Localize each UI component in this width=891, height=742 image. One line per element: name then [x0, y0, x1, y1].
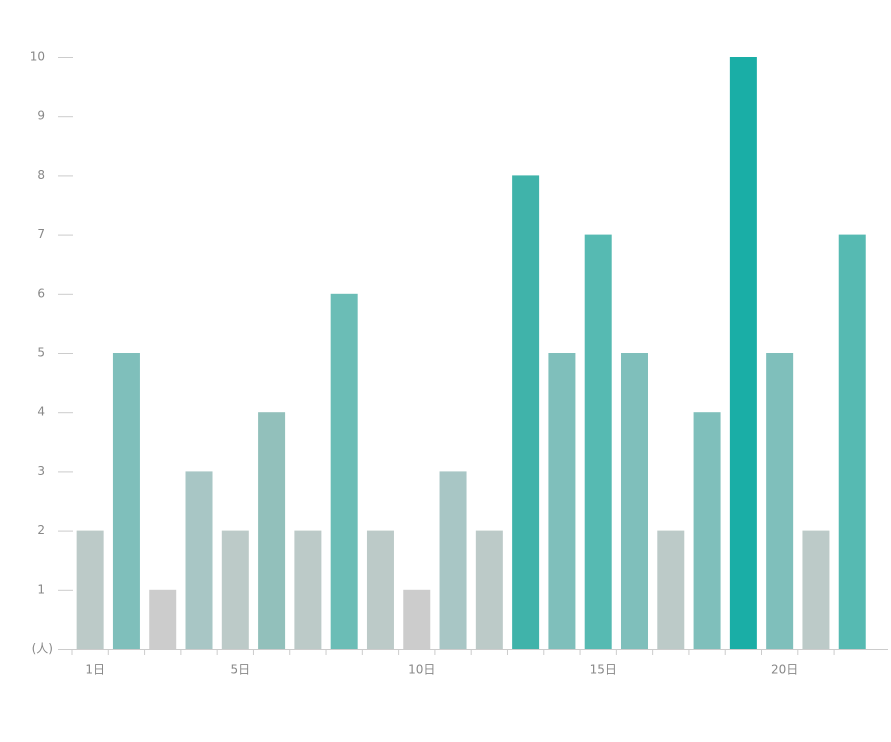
y-tick-label: 2	[37, 523, 45, 537]
y-tick-label: 1	[37, 582, 45, 596]
y-tick-label: 4	[37, 405, 45, 419]
x-tick-label: 5日	[230, 663, 250, 677]
y-tick-label: 10	[30, 50, 45, 64]
bar	[221, 530, 249, 649]
x-tick-label: 20日	[771, 663, 798, 677]
bar	[403, 589, 431, 649]
bar	[149, 589, 177, 649]
y-tick-label: 3	[37, 464, 45, 478]
y-tick-label: 5	[37, 346, 45, 360]
bar	[802, 530, 830, 649]
y-tick-label: 8	[37, 168, 45, 182]
bar	[548, 353, 576, 649]
bar	[76, 530, 104, 649]
y-tick-label: 9	[37, 109, 45, 123]
y-tick-label: 7	[37, 227, 45, 241]
y-tick-label: (人)	[32, 642, 53, 656]
x-tick-label: 10日	[408, 663, 435, 677]
bar	[330, 293, 358, 649]
bar	[294, 530, 322, 649]
bar	[112, 353, 140, 649]
bar	[439, 471, 467, 649]
bar	[258, 412, 286, 649]
x-tick-label: 15日	[590, 663, 617, 677]
bar	[584, 234, 612, 649]
x-tick-label: 1日	[85, 663, 105, 677]
bar	[366, 530, 394, 649]
bar	[475, 530, 503, 649]
bar	[185, 471, 213, 649]
bar	[729, 57, 757, 649]
bar	[620, 353, 648, 649]
bar	[693, 412, 721, 649]
y-tick-label: 6	[37, 286, 45, 300]
bar	[766, 353, 794, 649]
bar	[512, 175, 540, 649]
bar	[838, 234, 866, 649]
bar	[657, 530, 685, 649]
